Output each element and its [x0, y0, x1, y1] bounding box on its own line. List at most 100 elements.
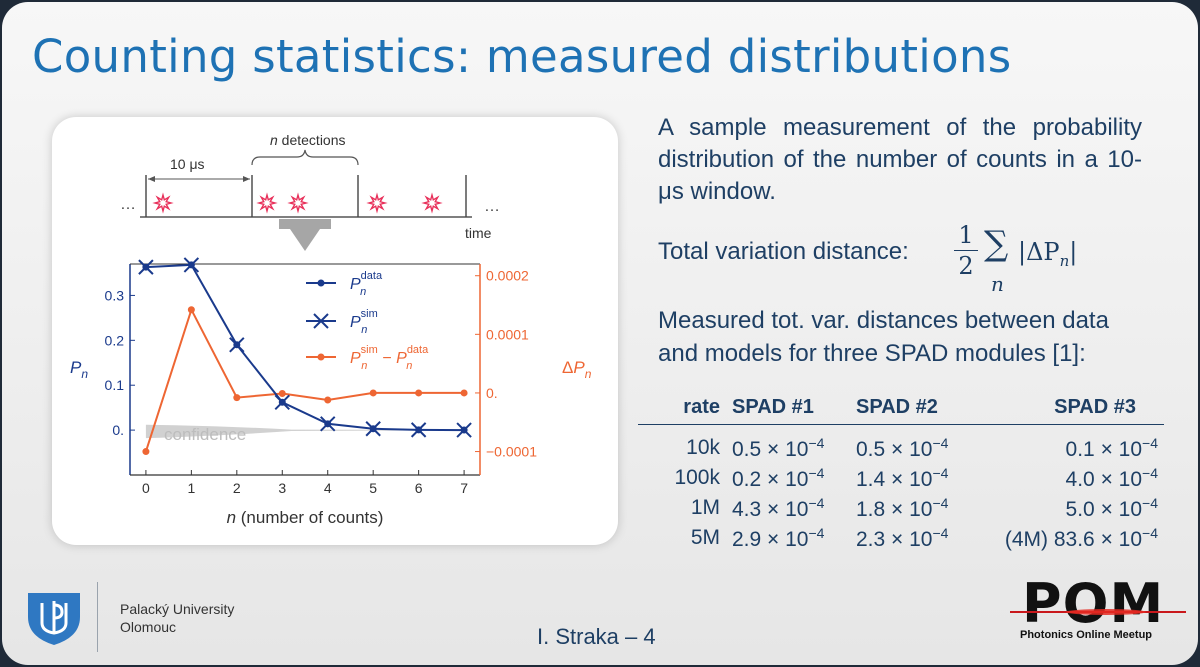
cell-value: 2.9 × 10 — [732, 527, 809, 551]
table-cell-s1: 0.2 × 10−4 — [726, 463, 850, 493]
series-sim-point — [456, 422, 472, 438]
detection-star-icon — [287, 192, 309, 214]
header-spad3: SPAD #3 — [974, 390, 1164, 425]
series-diff-point — [142, 448, 150, 456]
header-rate: rate — [638, 390, 726, 425]
cell-exponent: −4 — [932, 464, 949, 481]
y-left-label: Pn — [70, 358, 88, 381]
right-tick-label: −0.0001 — [486, 444, 537, 460]
description-text: A sample measurement of the probability … — [658, 114, 1142, 205]
table-row: 10k 0.5 × 10−4 0.5 × 10−4 0.1 × 10−4 — [638, 425, 1164, 464]
x-tick-label: 5 — [369, 480, 377, 496]
x-tick-label: 0 — [142, 480, 150, 496]
tvd-table: rate SPAD #1 SPAD #2 SPAD #3 10k 0.5 × 10… — [638, 390, 1164, 553]
detections-label: n detections — [270, 132, 346, 148]
left-tick-label: 0. — [112, 422, 124, 438]
tvd-fraction: 1 2 — [954, 220, 978, 281]
tvd-numerator: 1 — [958, 221, 974, 249]
cell-exponent: −4 — [1142, 494, 1158, 511]
legend-marker — [317, 353, 325, 361]
pom-logo: POM Photonics Online Meetup — [1010, 572, 1186, 650]
cell-value: 1.8 × 10 — [856, 497, 933, 521]
x-tick-label: 1 — [187, 480, 195, 496]
tvd-denominator: 2 — [958, 252, 974, 280]
x-tick-label: 4 — [324, 480, 332, 496]
right-tick-label: 0.0002 — [486, 268, 529, 284]
table-header-row: rate SPAD #1 SPAD #2 SPAD #3 — [638, 390, 1164, 425]
university-shield-icon — [28, 593, 80, 645]
y-right-label: ΔPn — [562, 358, 592, 381]
slide-footer: I. Straka – 4 — [537, 624, 656, 649]
arrow-head-left-icon — [148, 176, 155, 182]
series-sim-point — [274, 394, 290, 410]
cell-exponent: −4 — [808, 464, 825, 481]
tvd-label: Total variation distance: — [658, 238, 909, 265]
cell-value: 1M — [690, 496, 720, 519]
x-axis-label: n (number of counts) — [227, 508, 384, 527]
series-sim-point — [229, 337, 245, 353]
table-cell-s3: 4.0 × 10−4 — [974, 463, 1164, 493]
right-tick-label: 0.0001 — [486, 326, 529, 342]
cell-value: 0.2 × 10 — [732, 467, 809, 491]
series-sim-point — [138, 259, 154, 275]
cell-value: 1.4 × 10 — [856, 467, 933, 491]
series-diff-point — [278, 390, 286, 398]
table-cell-s1: 4.3 × 10−4 — [726, 493, 850, 523]
header-spad1: SPAD #1 — [726, 390, 850, 425]
ellipsis-right: … — [484, 198, 500, 215]
plot-area — [130, 264, 480, 475]
series-sim-point — [183, 257, 200, 273]
table-cell-rate: 10k — [638, 425, 726, 464]
cell-exponent: −4 — [932, 524, 949, 541]
arrow-head-right-icon — [243, 176, 250, 182]
table-cell-s2: 0.5 × 10−4 — [850, 425, 974, 464]
cell-value: 4.3 × 10 — [732, 497, 809, 521]
university-name: Palacký University Olomouc — [120, 600, 234, 636]
table-cell-rate: 100k — [638, 463, 726, 493]
cell-exponent: −4 — [808, 524, 825, 541]
logo-divider — [97, 582, 98, 652]
university-line1: Palacký University — [120, 601, 235, 617]
x-tick-label: 3 — [278, 480, 286, 496]
cell-value: 0.5 × 10 — [732, 437, 809, 461]
series-data-line — [145, 263, 465, 432]
cell-value: 5.0 × 10 — [1065, 497, 1143, 521]
series-diff-point — [233, 394, 241, 402]
tvd-formula: Total variation distance: 1 2 ∑ n |ΔPn| — [658, 221, 1178, 300]
table-cell-s1: 0.5 × 10−4 — [726, 425, 850, 464]
detection-star-icon — [421, 192, 443, 214]
tvd-expression-sub: n — [1059, 251, 1070, 270]
table-cell-s2: 2.3 × 10−4 — [850, 523, 974, 553]
table-cell-s2: 1.8 × 10−4 — [850, 493, 974, 523]
tvd-expression-body: |ΔP — [1018, 238, 1060, 266]
x-tick-label: 7 — [460, 480, 468, 496]
cell-exponent: −4 — [808, 434, 825, 451]
x-tick-label: 2 — [233, 480, 241, 496]
left-tick-label: 0.2 — [105, 332, 125, 348]
cell-exponent: −4 — [808, 494, 825, 511]
pom-laser-line-icon — [1010, 609, 1186, 615]
slide-title: Counting statistics: measured distributi… — [32, 30, 1012, 83]
cell-value: 0.1 × 10 — [1065, 437, 1143, 461]
cell-value: 5M — [690, 526, 720, 549]
fraction-bar — [954, 250, 978, 251]
funnel-arrow-icon — [279, 219, 331, 251]
cell-value: 4.0 × 10 — [1065, 467, 1143, 491]
series-sim-point — [410, 422, 427, 438]
table-cell-rate: 5M — [638, 523, 726, 553]
cell-value: 100k — [674, 466, 720, 489]
table-row: 100k 0.2 × 10−4 1.4 × 10−4 4.0 × 10−4 — [638, 463, 1164, 493]
table-row: 5M 2.9 × 10−4 2.3 × 10−4 (4M) 83.6 × 10−4 — [638, 523, 1164, 553]
series-diff-line — [144, 307, 465, 452]
cell-value: 10k — [686, 436, 720, 459]
detection-star-icon — [152, 192, 174, 214]
detection-star-icon — [366, 192, 388, 214]
cell-exponent: −4 — [932, 494, 949, 511]
cell-exponent: −4 — [932, 434, 949, 451]
tvd-expression-end: | — [1069, 238, 1078, 266]
left-tick-label: 0.3 — [105, 287, 125, 303]
confidence-label: confidence — [164, 425, 246, 444]
pom-logo-word: POM — [1022, 572, 1165, 635]
